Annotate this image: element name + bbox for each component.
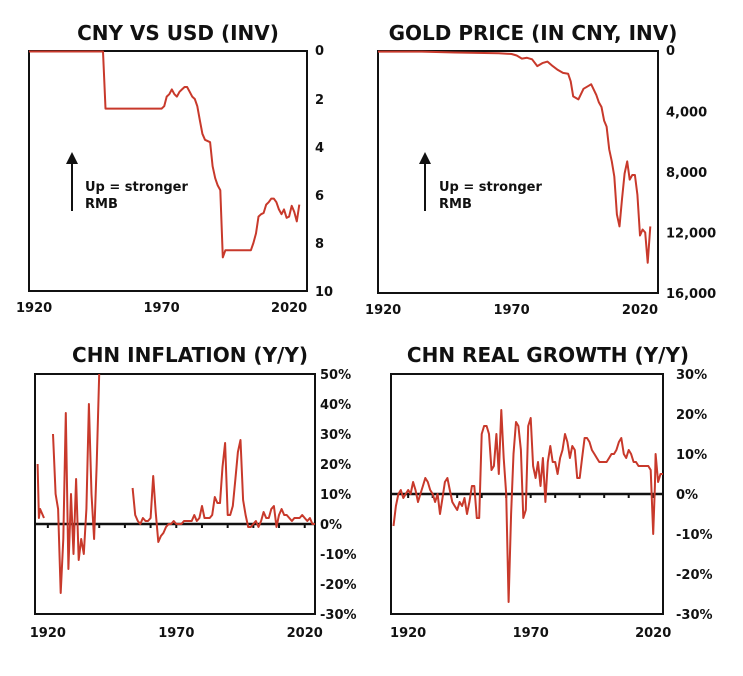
x-tick-label: 2020 (287, 626, 323, 641)
chart-chn-inflation: CHN INFLATION (Y/Y) 50% 40% 30% 20% 10% 0% -10… (30, 343, 357, 641)
y-tick-label: -30% (676, 608, 713, 623)
chart-title: CNY VS USD (INV) (77, 21, 279, 45)
y-tick-label: 0% (676, 488, 698, 503)
y-tick-label: 0 (315, 44, 324, 59)
y-tick-label: 40% (320, 398, 351, 413)
y-tick-label: 50% (320, 368, 351, 383)
y-tick-label: 30% (320, 428, 351, 443)
y-tick-label: 30% (676, 368, 707, 383)
plot-frame (28, 50, 308, 292)
x-tick-label: 1970 (144, 301, 180, 316)
x-tick-label: 1970 (158, 626, 194, 641)
y-tick-label: -30% (320, 608, 357, 623)
annotation-line2: RMB (85, 197, 118, 212)
chart-gold-price: GOLD PRICE (IN CNY, INV) 0 4,000 8,000 12,0… (365, 21, 716, 318)
series-lines-inflation (36, 373, 315, 594)
y-tick-label: 6 (315, 189, 324, 204)
series-line-gold-cny (378, 50, 652, 264)
y-tick-label: 0 (666, 44, 675, 59)
x-tick-label: 2020 (635, 626, 671, 641)
y-tick-label: 10 (315, 285, 333, 300)
tick-labels: 30% 20% 10% 0% -10% -20% -30% 1920 1970 2020 (390, 368, 712, 641)
chart-chn-real-growth: CHN REAL GROWTH (Y/Y) 30% 20% 10% 0% -10% -20… (390, 343, 713, 641)
tick-labels: 50% 40% 30% 20% 10% 0% -10% -20% -30% 1920 1970 202… (30, 368, 357, 641)
up-arrow-icon (66, 152, 78, 164)
annotation-line1: Up = stronger (439, 180, 542, 195)
x-tick-label: 1920 (16, 301, 52, 316)
x-tick-label: 2020 (271, 301, 307, 316)
y-tick-label: 20% (320, 458, 351, 473)
x-tick-label: 1920 (390, 626, 426, 641)
x-tick-label: 1920 (30, 626, 66, 641)
series-segment (36, 463, 45, 519)
y-tick-label: 12,000 (666, 227, 716, 242)
tick-labels: 0 4,000 8,000 12,000 16,000 1920 1970 2020 (365, 44, 716, 318)
chart-title: CHN INFLATION (Y/Y) (72, 343, 308, 367)
y-tick-label: -20% (676, 568, 713, 583)
y-tick-label: 10% (676, 448, 707, 463)
series-lines-real-growth (392, 409, 663, 603)
y-tick-label: 2 (315, 93, 324, 108)
y-tick-label: 10% (320, 488, 351, 503)
y-tick-label: -10% (320, 548, 357, 563)
plot-frame (34, 373, 316, 615)
annotation-line1: Up = stronger (85, 180, 188, 195)
series-segment (392, 409, 663, 603)
x-tick-label: 1970 (493, 303, 529, 318)
annotation-up-stronger: Up = stronger RMB (66, 152, 188, 212)
x-tick-label: 2020 (622, 303, 658, 318)
y-tick-label: 16,000 (666, 287, 716, 302)
y-tick-label: 0% (320, 518, 342, 533)
series-segment (131, 439, 315, 543)
plot-frame (377, 50, 659, 294)
x-tick-label: 1970 (513, 626, 549, 641)
annotation-up-stronger: Up = stronger RMB (419, 152, 542, 212)
chart-cny-vs-usd: CNY VS USD (INV) 0 2 4 6 8 10 1920 1970 2020 Up … (16, 21, 333, 316)
y-tick-label: -20% (320, 578, 357, 593)
chart-title: CHN REAL GROWTH (Y/Y) (407, 343, 689, 367)
y-tick-label: 8 (315, 237, 324, 252)
y-tick-label: -10% (676, 528, 713, 543)
tick-labels: 0 2 4 6 8 10 1920 1970 2020 (16, 44, 333, 316)
y-tick-label: 8,000 (666, 166, 707, 181)
y-tick-label: 4,000 (666, 106, 707, 121)
y-tick-label: 20% (676, 408, 707, 423)
annotation-line2: RMB (439, 197, 472, 212)
up-arrow-icon (419, 152, 431, 164)
series-segment (52, 373, 101, 594)
chart-title: GOLD PRICE (IN CNY, INV) (389, 21, 678, 45)
y-tick-label: 4 (315, 141, 324, 156)
x-tick-label: 1920 (365, 303, 401, 318)
series-line-cny-usd (29, 50, 301, 259)
